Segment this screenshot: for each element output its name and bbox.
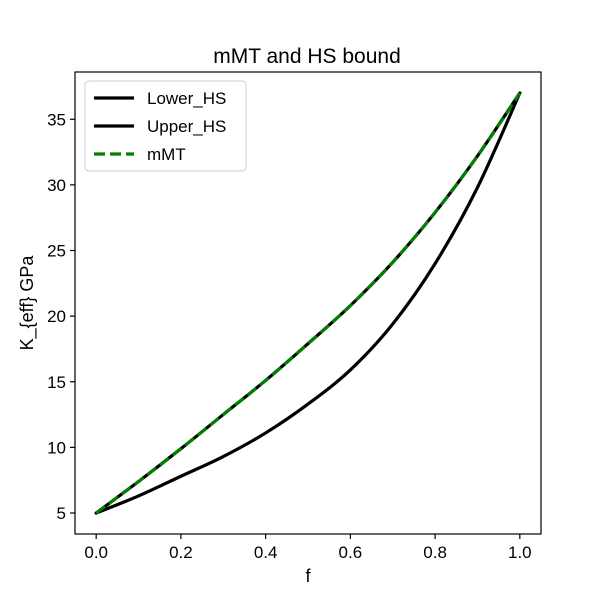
y-tick-label: 35 — [47, 110, 66, 129]
x-tick-label: 0.0 — [84, 543, 108, 562]
plot-frame — [74, 71, 542, 535]
y-tick-label: 30 — [47, 176, 66, 195]
y-tick-label: 20 — [47, 307, 66, 326]
x-tick-label: 0.4 — [254, 543, 278, 562]
y-tick-label: 15 — [47, 373, 66, 392]
plot-area — [94, 91, 522, 515]
x-tick-label: 0.2 — [169, 543, 193, 562]
y-axis-label: K_{eff} GPa — [17, 255, 38, 351]
x-tick-label: 0.8 — [423, 543, 447, 562]
y-axis: 5 10 15 20 25 30 35 — [47, 110, 75, 523]
series-line-lower-hs — [94, 91, 522, 515]
series-line-mmt — [95, 92, 522, 515]
legend-label: Lower_HS — [147, 89, 226, 108]
legend-box — [84, 80, 247, 172]
x-tick-label: 1.0 — [508, 543, 532, 562]
y-tick-label: 25 — [47, 242, 66, 261]
y-tick-label: 5 — [57, 504, 66, 523]
x-axis-label: f — [305, 566, 311, 586]
chart-title: mMT and HS bound — [213, 45, 401, 68]
x-tick-label: 0.6 — [339, 543, 363, 562]
x-axis: 0.0 0.2 0.4 0.6 0.8 1.0 — [84, 534, 532, 562]
y-tick-label: 10 — [47, 438, 66, 457]
legend-label: Upper_HS — [147, 117, 226, 136]
legend-label: mMT — [147, 145, 186, 164]
legend: Lower_HS Upper_HS mMT — [84, 80, 247, 172]
